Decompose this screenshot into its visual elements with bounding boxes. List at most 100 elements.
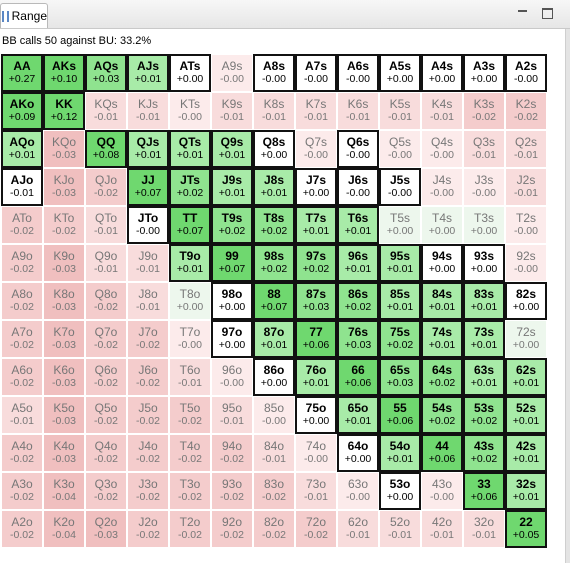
hand-cell[interactable]: T8o +0.00 <box>169 282 211 320</box>
hand-cell[interactable]: 76o +0.01 <box>295 358 337 396</box>
hand-cell[interactable]: 65s +0.03 <box>379 358 421 396</box>
hand-cell[interactable]: J6o -0.02 <box>127 358 169 396</box>
hand-cell[interactable]: AJs +0.01 <box>127 54 169 92</box>
hand-cell[interactable]: T9o +0.01 <box>169 244 211 282</box>
hand-cell[interactable]: Q3o -0.02 <box>85 472 127 510</box>
hand-cell[interactable]: 64o +0.00 <box>337 434 379 472</box>
hand-cell[interactable]: 32o -0.01 <box>463 510 505 548</box>
hand-cell[interactable]: A3s +0.00 <box>463 54 505 92</box>
hand-cell[interactable]: TT +0.07 <box>169 206 211 244</box>
hand-cell[interactable]: 54s +0.02 <box>421 396 463 434</box>
hand-cell[interactable]: KQo -0.03 <box>43 130 85 168</box>
hand-cell[interactable]: 44 +0.06 <box>421 434 463 472</box>
hand-cell[interactable]: K5o -0.03 <box>43 396 85 434</box>
hand-cell[interactable]: Q5o -0.02 <box>85 396 127 434</box>
hand-cell[interactable]: T7s +0.01 <box>295 206 337 244</box>
hand-cell[interactable]: J3s -0.00 <box>463 168 505 206</box>
hand-cell[interactable]: 73o -0.01 <box>295 472 337 510</box>
hand-cell[interactable]: 62s +0.01 <box>505 358 547 396</box>
hand-cell[interactable]: T3o -0.02 <box>169 472 211 510</box>
hand-cell[interactable]: K2o -0.04 <box>43 510 85 548</box>
hand-cell[interactable]: K2s -0.02 <box>505 92 547 130</box>
hand-cell[interactable]: KTs -0.00 <box>169 92 211 130</box>
tab-range[interactable]: Range <box>0 3 48 28</box>
hand-cell[interactable]: 87o +0.01 <box>253 320 295 358</box>
hand-cell[interactable]: 97s +0.02 <box>295 244 337 282</box>
hand-cell[interactable]: K5s -0.01 <box>379 92 421 130</box>
hand-cell[interactable]: T7o -0.00 <box>169 320 211 358</box>
hand-cell[interactable]: J3o -0.02 <box>127 472 169 510</box>
hand-cell[interactable]: 32s +0.01 <box>505 472 547 510</box>
hand-cell[interactable]: 77 +0.06 <box>295 320 337 358</box>
hand-cell[interactable]: Q6o -0.02 <box>85 358 127 396</box>
hand-cell[interactable]: T8s +0.02 <box>253 206 295 244</box>
hand-cell[interactable]: 95s +0.01 <box>379 244 421 282</box>
hand-cell[interactable]: T2s -0.00 <box>505 206 547 244</box>
hand-cell[interactable]: Q8s +0.00 <box>253 130 295 168</box>
hand-cell[interactable]: KTo -0.02 <box>43 206 85 244</box>
hand-cell[interactable]: AKs +0.10 <box>43 54 85 92</box>
hand-cell[interactable]: QJo -0.02 <box>85 168 127 206</box>
hand-cell[interactable]: 86o +0.00 <box>253 358 295 396</box>
hand-cell[interactable]: A5o -0.01 <box>1 396 43 434</box>
hand-cell[interactable]: 86s +0.02 <box>337 282 379 320</box>
hand-cell[interactable]: T5s +0.00 <box>379 206 421 244</box>
hand-cell[interactable]: 99 +0.07 <box>211 244 253 282</box>
hand-cell[interactable]: A3o -0.02 <box>1 472 43 510</box>
hand-cell[interactable]: Q9o -0.01 <box>85 244 127 282</box>
hand-cell[interactable]: A9o -0.02 <box>1 244 43 282</box>
hand-cell[interactable]: A8s -0.00 <box>253 54 295 92</box>
hand-cell[interactable]: A6s -0.00 <box>337 54 379 92</box>
hand-cell[interactable]: J4o -0.02 <box>127 434 169 472</box>
hand-cell[interactable]: K4o -0.03 <box>43 434 85 472</box>
hand-cell[interactable]: J9o -0.01 <box>127 244 169 282</box>
hand-cell[interactable]: A5s +0.00 <box>379 54 421 92</box>
hand-cell[interactable]: 98o +0.00 <box>211 282 253 320</box>
hand-cell[interactable]: K6s -0.01 <box>337 92 379 130</box>
hand-cell[interactable]: KQs -0.01 <box>85 92 127 130</box>
hand-cell[interactable]: 85s +0.01 <box>379 282 421 320</box>
maximize-button[interactable] <box>540 6 554 20</box>
hand-cell[interactable]: T5o -0.02 <box>169 396 211 434</box>
hand-cell[interactable]: 84s +0.01 <box>421 282 463 320</box>
hand-cell[interactable]: 82o -0.02 <box>253 510 295 548</box>
hand-cell[interactable]: J7o -0.02 <box>127 320 169 358</box>
hand-cell[interactable]: 53s +0.02 <box>463 396 505 434</box>
hand-cell[interactable]: 83o -0.02 <box>253 472 295 510</box>
hand-cell[interactable]: 33 +0.06 <box>463 472 505 510</box>
hand-cell[interactable]: 43s +0.02 <box>463 434 505 472</box>
hand-cell[interactable]: A6o -0.02 <box>1 358 43 396</box>
hand-cell[interactable]: T4s +0.00 <box>421 206 463 244</box>
hand-cell[interactable]: 97o +0.00 <box>211 320 253 358</box>
hand-cell[interactable]: K8s -0.01 <box>253 92 295 130</box>
hand-cell[interactable]: 83s +0.01 <box>463 282 505 320</box>
hand-cell[interactable]: 63s +0.01 <box>463 358 505 396</box>
hand-cell[interactable]: A7s -0.00 <box>295 54 337 92</box>
hand-cell[interactable]: Q4o -0.02 <box>85 434 127 472</box>
hand-cell[interactable]: T3s +0.00 <box>463 206 505 244</box>
hand-cell[interactable]: 22 +0.05 <box>505 510 547 548</box>
hand-cell[interactable]: A9s -0.00 <box>211 54 253 92</box>
hand-cell[interactable]: 84o -0.01 <box>253 434 295 472</box>
hand-cell[interactable]: A2o -0.02 <box>1 510 43 548</box>
hand-cell[interactable]: 73s +0.01 <box>463 320 505 358</box>
hand-cell[interactable]: 85o -0.00 <box>253 396 295 434</box>
hand-cell[interactable]: QTs +0.01 <box>169 130 211 168</box>
hand-cell[interactable]: 55 +0.06 <box>379 396 421 434</box>
hand-cell[interactable]: AA +0.27 <box>1 54 43 92</box>
hand-cell[interactable]: T4o -0.02 <box>169 434 211 472</box>
hand-cell[interactable]: 74s +0.01 <box>421 320 463 358</box>
hand-cell[interactable]: Q4s -0.00 <box>421 130 463 168</box>
hand-cell[interactable]: KK +0.12 <box>43 92 85 130</box>
hand-cell[interactable]: T6o -0.01 <box>169 358 211 396</box>
hand-cell[interactable]: K3s -0.02 <box>463 92 505 130</box>
hand-cell[interactable]: A4s +0.00 <box>421 54 463 92</box>
hand-cell[interactable]: 87s +0.03 <box>295 282 337 320</box>
hand-cell[interactable]: J6s -0.00 <box>337 168 379 206</box>
hand-cell[interactable]: Q2o -0.03 <box>85 510 127 548</box>
hand-cell[interactable]: 43o -0.00 <box>421 472 463 510</box>
hand-cell[interactable]: 88 +0.07 <box>253 282 295 320</box>
hand-cell[interactable]: 72s +0.00 <box>505 320 547 358</box>
hand-cell[interactable]: 65o +0.01 <box>337 396 379 434</box>
hand-cell[interactable]: Q8o -0.02 <box>85 282 127 320</box>
